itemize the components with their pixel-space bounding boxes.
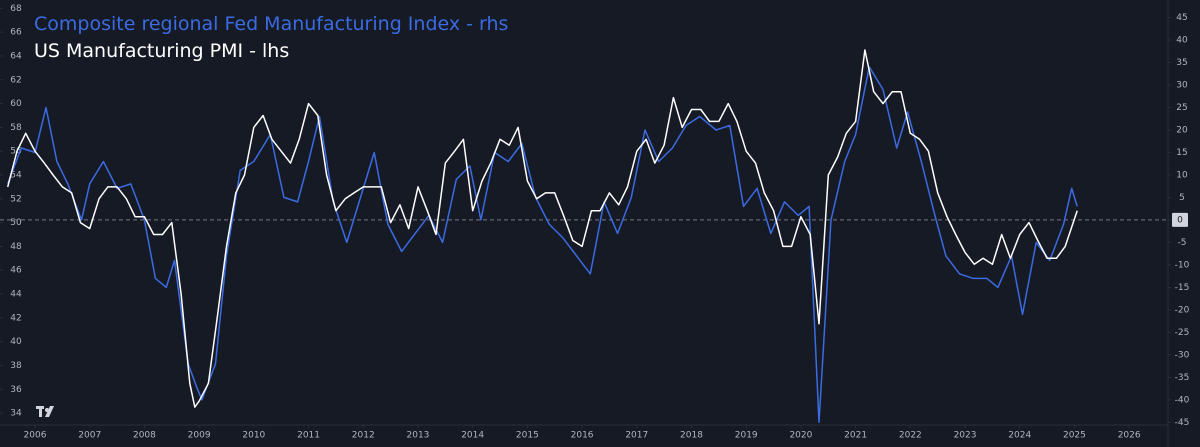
y-tick-label: 38 xyxy=(10,361,22,371)
x-tick-label: 2025 xyxy=(1063,431,1086,441)
y2-tick-label: -45 xyxy=(1175,418,1190,428)
x-tick-label: 2010 xyxy=(242,431,265,441)
x-tick-label: 2007 xyxy=(78,431,101,441)
y2-tick-label: 10 xyxy=(1176,170,1188,180)
y2-tick-label: 15 xyxy=(1176,148,1187,158)
x-tick-label: 2015 xyxy=(516,431,539,441)
y-tick-label: 58 xyxy=(10,123,22,133)
y2-tick-label: -5 xyxy=(1178,238,1187,248)
x-tick-label: 2017 xyxy=(625,431,648,441)
y2-tick-label: -30 xyxy=(1175,350,1190,360)
zero-label-box xyxy=(1172,212,1188,227)
x-tick-label: 2008 xyxy=(133,431,156,441)
y-tick-label: 48 xyxy=(10,242,22,252)
x-tick-label: 2006 xyxy=(24,431,47,441)
x-tick-label: 2012 xyxy=(352,431,375,441)
x-tick-label: 2026 xyxy=(1118,431,1141,441)
x-tick-label: 2022 xyxy=(899,431,922,441)
y-tick-label: 34 xyxy=(10,409,22,419)
x-tick-label: 2024 xyxy=(1008,431,1031,441)
y2-tick-label: -25 xyxy=(1175,328,1190,338)
y2-tick-label: 45 xyxy=(1176,13,1187,23)
y-tick-label: 46 xyxy=(10,266,22,276)
y2-tick-label: 25 xyxy=(1176,103,1187,113)
y-tick-label: 66 xyxy=(10,28,22,38)
y-tick-label: 40 xyxy=(10,337,22,347)
y-tick-label: 50 xyxy=(10,218,22,228)
y-tick-label: 64 xyxy=(10,51,22,61)
y2-tick-label: -40 xyxy=(1175,395,1190,405)
y-tick-label: 54 xyxy=(10,171,22,181)
y-tick-label: 36 xyxy=(10,385,22,395)
y-tick-label: 52 xyxy=(10,194,21,204)
y2-tick-label: 35 xyxy=(1176,58,1187,68)
legend-entry: US Manufacturing PMI - lhs xyxy=(34,40,289,62)
y2-tick-label: 20 xyxy=(1176,125,1188,135)
y2-tick-label: 30 xyxy=(1176,81,1188,91)
x-tick-label: 2014 xyxy=(461,431,484,441)
tv-logo xyxy=(36,406,54,417)
y-tick-label: 60 xyxy=(10,99,22,109)
x-tick-label: 2021 xyxy=(844,431,867,441)
x-tick-label: 2016 xyxy=(571,431,594,441)
x-tick-label: 2009 xyxy=(188,431,211,441)
y2-tick-label: -20 xyxy=(1175,305,1190,315)
y2-tick-label: 0 xyxy=(1177,215,1183,225)
legend-entry: Composite regional Fed Manufacturing Ind… xyxy=(34,13,508,35)
y-tick-label: 62 xyxy=(10,75,21,85)
y-tick-label: 42 xyxy=(10,313,21,323)
x-tick-label: 2019 xyxy=(735,431,758,441)
series-line xyxy=(6,49,1078,408)
y2-tick-label: 5 xyxy=(1179,193,1185,203)
y-tick-label: 68 xyxy=(10,4,22,14)
y2-tick-label: -10 xyxy=(1175,260,1190,270)
x-tick-label: 2013 xyxy=(407,431,430,441)
x-tick-label: 2020 xyxy=(789,431,812,441)
y2-tick-label: -35 xyxy=(1175,373,1190,383)
x-tick-label: 2011 xyxy=(297,431,320,441)
y-tick-label: 44 xyxy=(10,290,22,300)
y2-tick-label: 40 xyxy=(1176,36,1188,46)
y2-tick-label: -15 xyxy=(1175,283,1190,293)
x-tick-label: 2023 xyxy=(954,431,977,441)
x-tick-label: 2018 xyxy=(680,431,703,441)
